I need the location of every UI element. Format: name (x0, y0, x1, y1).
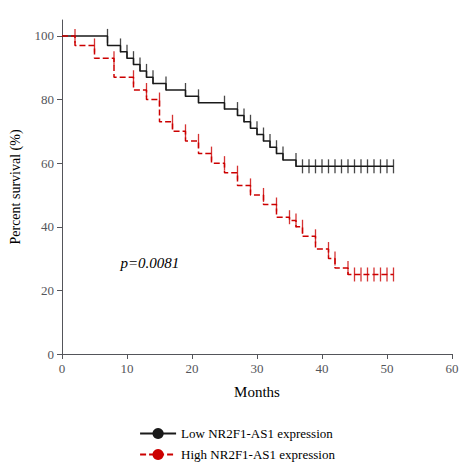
svg-text:Months: Months (234, 384, 280, 400)
svg-text:100: 100 (35, 28, 55, 43)
svg-text:60: 60 (41, 156, 54, 171)
svg-text:40: 40 (41, 219, 54, 234)
svg-text:p=0.0081: p=0.0081 (120, 255, 180, 271)
svg-text:20: 20 (186, 361, 199, 376)
svg-text:10: 10 (121, 361, 134, 376)
svg-text:20: 20 (41, 283, 54, 298)
svg-text:50: 50 (381, 361, 394, 376)
svg-text:80: 80 (41, 92, 54, 107)
svg-text:Percent survival (%): Percent survival (%) (8, 129, 24, 244)
svg-text:30: 30 (251, 361, 264, 376)
svg-text:0: 0 (59, 361, 66, 376)
svg-text:Low NR2F1-AS1 expression: Low NR2F1-AS1 expression (181, 426, 333, 441)
svg-text:60: 60 (446, 361, 459, 376)
svg-text:0: 0 (48, 347, 55, 362)
svg-text:High NR2F1-AS1 expression: High NR2F1-AS1 expression (181, 447, 335, 462)
svg-text:40: 40 (316, 361, 329, 376)
